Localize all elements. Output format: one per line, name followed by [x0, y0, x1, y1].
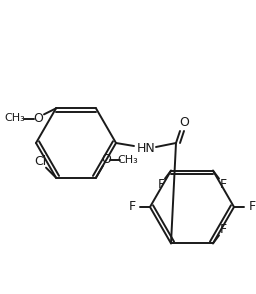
Text: F: F [129, 201, 136, 213]
Text: O: O [179, 116, 189, 129]
Text: HN: HN [137, 141, 155, 155]
Text: O: O [101, 153, 111, 166]
Text: Cl: Cl [34, 155, 46, 168]
Text: F: F [219, 223, 227, 236]
Text: O: O [33, 112, 43, 125]
Text: CH₃: CH₃ [118, 155, 138, 165]
Text: CH₃: CH₃ [5, 113, 25, 123]
Text: F: F [248, 201, 255, 213]
Text: F: F [219, 178, 227, 191]
Text: F: F [157, 178, 165, 191]
